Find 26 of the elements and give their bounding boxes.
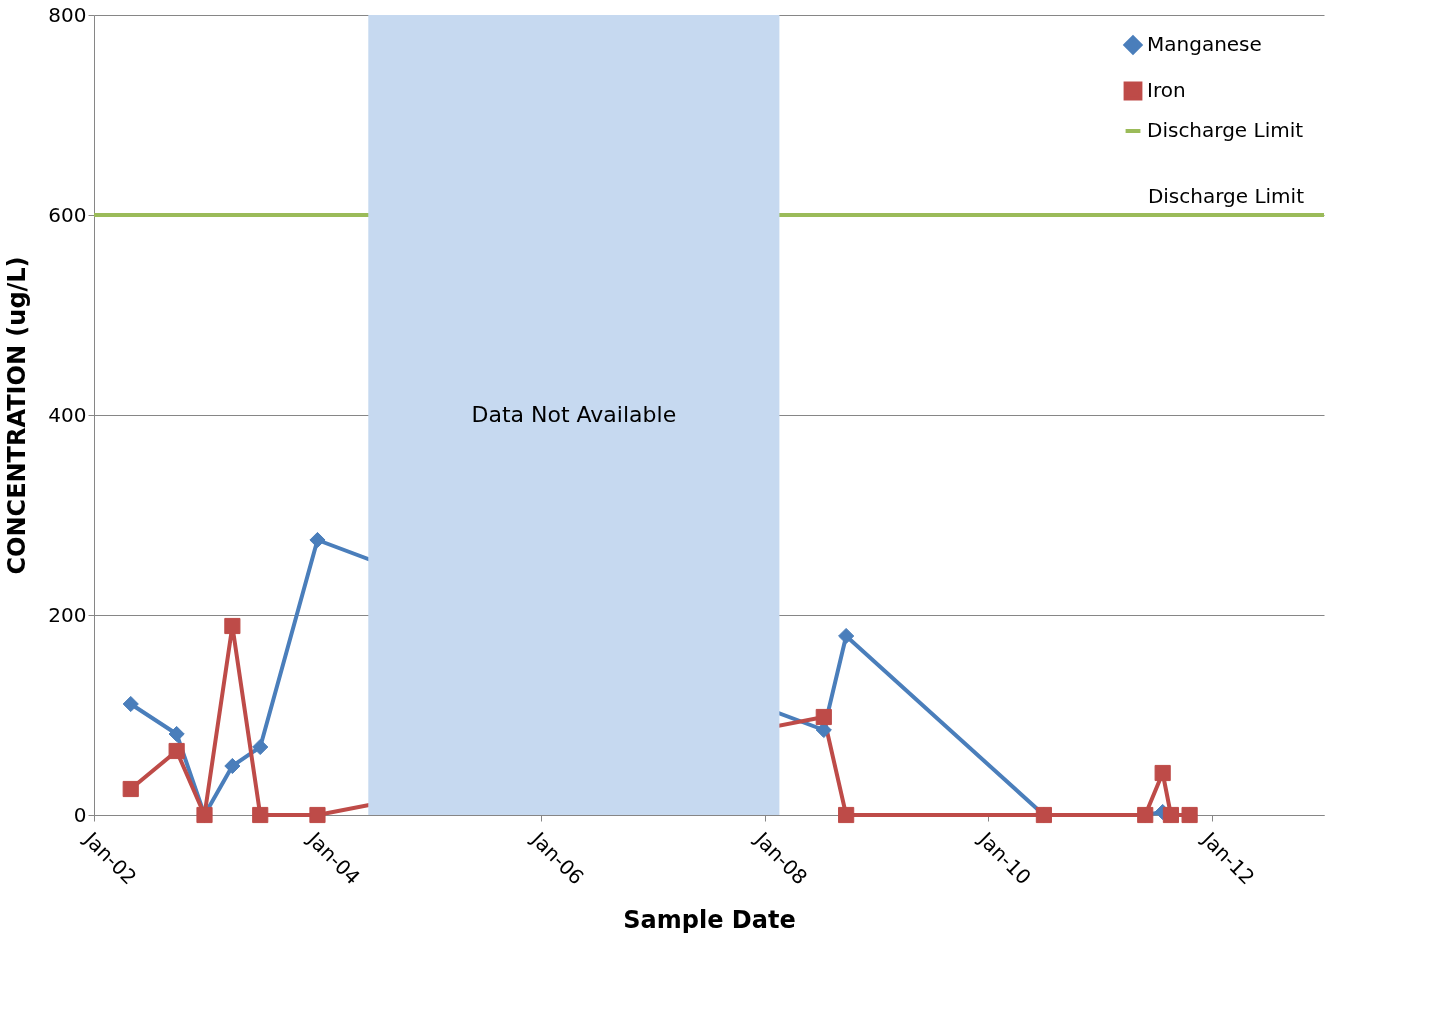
point [309,806,326,824]
text: Discharge Limit [1147,184,1304,208]
point [224,757,241,775]
point [168,725,185,743]
y-tick-label: 800 [48,2,87,27]
x-axis-title: Sample Date [623,905,796,934]
y-tick-label: 600 [48,202,87,227]
y-tick-label: 200 [48,602,87,627]
legend-label: Iron [1147,78,1186,102]
point [1154,764,1171,782]
band-label: Data Not Available [471,402,677,427]
point [122,695,139,713]
y-tick-label: 0 [73,802,87,827]
point [838,806,855,824]
point [838,627,855,645]
point [309,531,326,549]
legend-label: Manganese [1147,32,1262,56]
point [815,708,832,726]
y-tick-label: 400 [48,402,87,427]
point [252,806,269,824]
y-axis-title: CONCENTRATION (ug/L) [3,256,32,575]
point [168,742,185,760]
point [122,780,139,798]
legend-label: Discharge Limit [1147,118,1304,142]
point [224,617,241,635]
point [252,738,269,756]
